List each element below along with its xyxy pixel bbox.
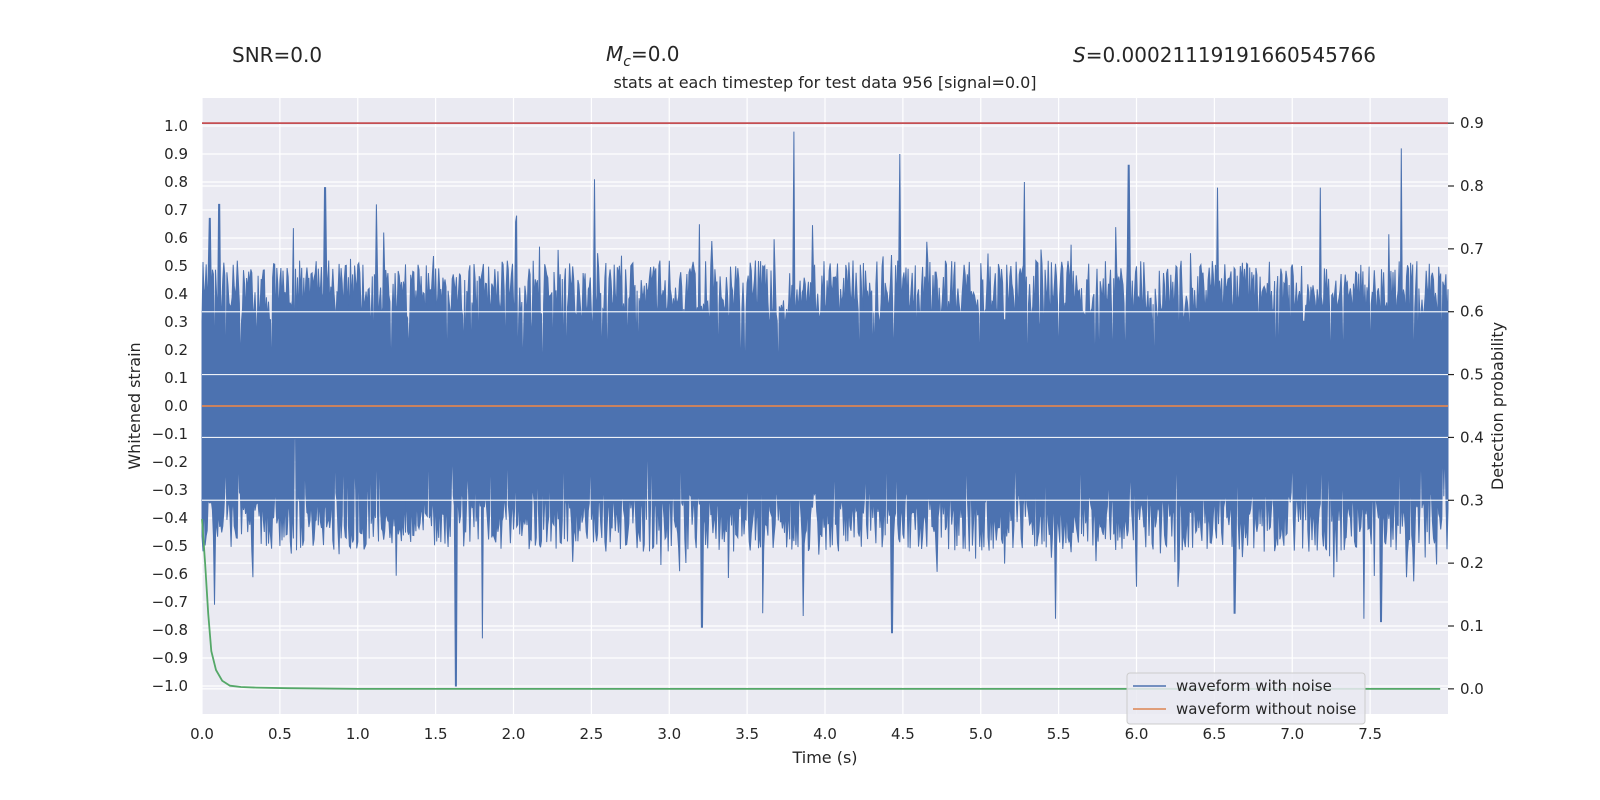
noise-waveform-line <box>201 131 1449 687</box>
y2-tick-label: 0.9 <box>1460 114 1484 132</box>
y2-tick-label: 0.6 <box>1460 303 1484 321</box>
y-tick-label: 0.9 <box>164 145 188 163</box>
y-tick-label: −0.2 <box>152 453 188 471</box>
y-axis-ticks: 1.0 0.9 0.8 0.7 0.6 0.5 0.4 0.3 0.2 0.1 0.0 −0.1 −0.… <box>152 117 188 695</box>
y2-tick-label: 0.7 <box>1460 240 1484 258</box>
y-tick-label: −0.8 <box>152 621 188 639</box>
y2-axis-ticks: 0.9 0.8 0.7 0.6 0.5 0.4 0.3 0.2 0.1 0.0 <box>1448 114 1484 698</box>
detection-probability-line <box>201 519 1441 690</box>
x-axis-label: Time (s) <box>791 748 857 767</box>
y-tick-label: 1.0 <box>164 117 188 135</box>
x-tick-label: 1.0 <box>346 725 370 743</box>
y-axis-label: Whitened strain <box>125 342 144 469</box>
y-tick-label: 0.7 <box>164 201 188 219</box>
y2-tick-label: 0.2 <box>1460 554 1484 572</box>
y-tick-label: −0.4 <box>152 509 188 527</box>
y-tick-label: 0.6 <box>164 229 188 247</box>
x-tick-label: 3.0 <box>657 725 681 743</box>
y2-tick-label: 0.4 <box>1460 428 1484 446</box>
y2-tick-label: 0.1 <box>1460 617 1484 635</box>
snr-label: SNR=0.0 <box>232 43 322 67</box>
s-stat-label: S=0.00021119191660545766 <box>1073 43 1376 67</box>
y-tick-label: 0.2 <box>164 341 188 359</box>
chirp-mass-label: Mc=0.0 <box>606 42 680 70</box>
x-tick-label: 5.0 <box>969 725 993 743</box>
x-tick-label: 4.0 <box>813 725 837 743</box>
y-tick-label: 0.4 <box>164 285 188 303</box>
y-tick-label: −0.3 <box>152 481 188 499</box>
plot-area <box>201 122 1449 690</box>
legend-label-clean: waveform without noise <box>1176 700 1356 718</box>
x-tick-label: 1.5 <box>424 725 448 743</box>
s-stat-symbol: S <box>1073 43 1086 67</box>
s-stat-value: =0.00021119191660545766 <box>1086 43 1376 67</box>
x-tick-label: 2.5 <box>579 725 603 743</box>
y-tick-label: −1.0 <box>152 677 188 695</box>
y2-tick-label: 0.8 <box>1460 177 1484 195</box>
y2-tick-label: 0.0 <box>1460 680 1484 698</box>
chirp-mass-symbol: M <box>606 42 623 66</box>
y-tick-label: 0.1 <box>164 369 188 387</box>
x-axis-ticks: 0.0 0.5 1.0 1.5 2.0 2.5 3.0 3.5 4.0 4.5 5.0 5.5 6.0 6… <box>190 725 1382 743</box>
x-tick-label: 7.5 <box>1358 725 1382 743</box>
x-tick-label: 0.5 <box>268 725 292 743</box>
y2-tick-label: 0.3 <box>1460 491 1484 509</box>
legend: waveform with noise waveform without noi… <box>1126 672 1366 725</box>
legend-label-noise: waveform with noise <box>1176 677 1332 695</box>
x-tick-label: 0.0 <box>190 725 214 743</box>
legend-box <box>1126 672 1366 725</box>
y-tick-label: −0.9 <box>152 649 188 667</box>
y-tick-label: 0.5 <box>164 257 188 275</box>
x-tick-label: 5.5 <box>1047 725 1071 743</box>
chirp-mass-subscript: c <box>623 54 631 70</box>
x-tick-label: 6.0 <box>1125 725 1149 743</box>
y-tick-label: −0.1 <box>152 425 188 443</box>
chirp-mass-value: =0.0 <box>631 42 680 66</box>
chart-title: stats at each timestep for test data 956… <box>613 73 1036 92</box>
y2-tick-label: 0.5 <box>1460 366 1484 384</box>
x-tick-label: 2.0 <box>502 725 526 743</box>
y-tick-label: −0.5 <box>152 537 188 555</box>
y-tick-label: 0.0 <box>164 397 188 415</box>
y2-axis-label: Detection probability <box>1488 322 1507 490</box>
x-tick-label: 6.5 <box>1202 725 1226 743</box>
y-tick-label: 0.3 <box>164 313 188 331</box>
x-tick-label: 3.5 <box>735 725 759 743</box>
y-tick-label: −0.6 <box>152 565 188 583</box>
y-tick-label: 0.8 <box>164 173 188 191</box>
x-tick-label: 7.0 <box>1280 725 1304 743</box>
x-tick-label: 4.5 <box>891 725 915 743</box>
y-tick-label: −0.7 <box>152 593 188 611</box>
